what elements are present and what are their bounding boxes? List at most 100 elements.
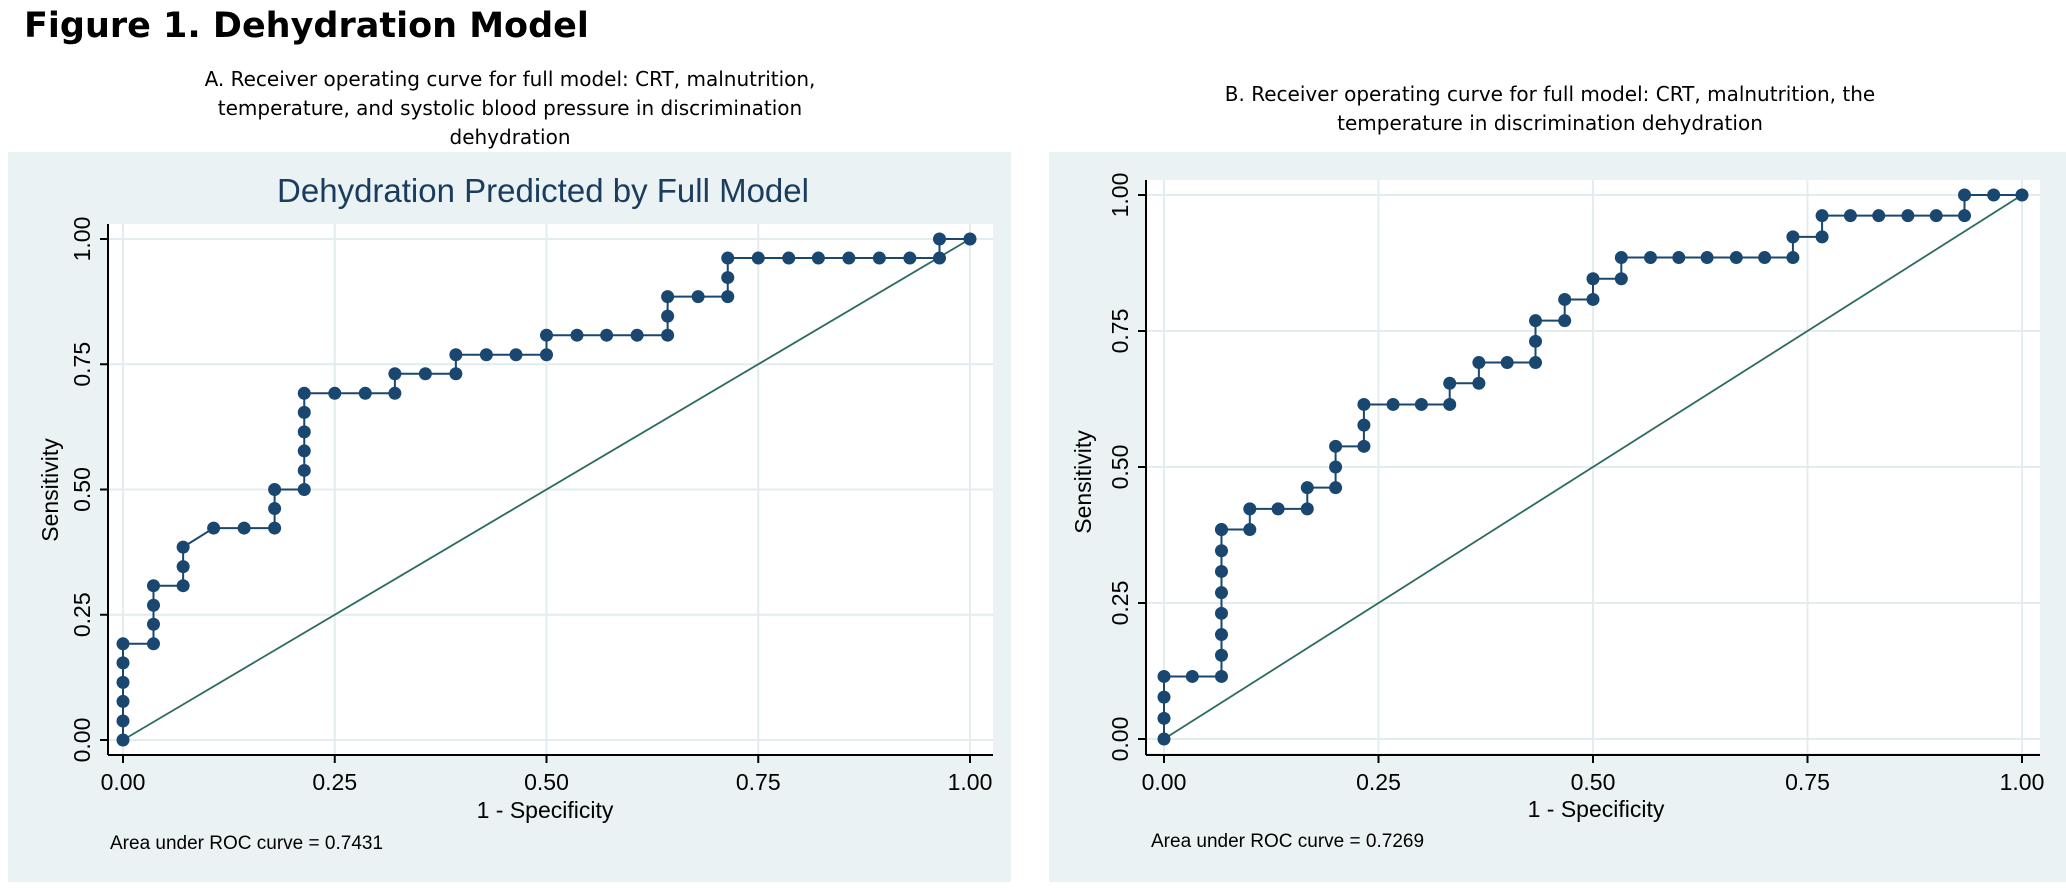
- x-tick-label: 0.25: [312, 769, 357, 795]
- roc-point: [1786, 251, 1800, 265]
- roc-point: [933, 251, 947, 265]
- roc-point: [1214, 586, 1228, 600]
- roc-point: [1472, 356, 1486, 370]
- roc-point: [600, 328, 614, 342]
- roc-point: [1357, 418, 1371, 432]
- roc-point: [721, 251, 735, 265]
- roc-point: [1558, 314, 1572, 328]
- roc-point: [176, 540, 190, 554]
- roc-point: [388, 386, 402, 400]
- roc-point: [268, 483, 282, 496]
- x-tick-label: 0.25: [1356, 769, 1401, 795]
- roc-point: [297, 463, 311, 477]
- roc-point: [1214, 606, 1228, 620]
- roc-point: [268, 521, 282, 535]
- roc-point: [418, 367, 432, 381]
- roc-point: [297, 405, 311, 419]
- roc-point: [1815, 209, 1829, 223]
- roc-point: [116, 637, 130, 651]
- roc-point: [721, 290, 735, 304]
- roc-point: [661, 309, 675, 323]
- roc-point: [782, 251, 796, 265]
- roc-point: [1357, 397, 1371, 411]
- roc-point: [1529, 314, 1543, 328]
- roc-point: [297, 386, 311, 400]
- chart-panel-b: 0.00 0.25 0.50 0.75 1.00 0.00 0.25 0.50 0.75 1.00…: [1049, 152, 2066, 882]
- reference-line: [1163, 194, 2023, 740]
- roc-point: [146, 579, 160, 593]
- roc-point: [1529, 334, 1543, 348]
- y-tick-label: 0.50: [69, 467, 95, 512]
- x-axis-label: 1 - Specificity: [477, 797, 614, 823]
- roc-point: [1300, 481, 1314, 495]
- plot-area: 0.00 0.25 0.50 0.75 1.00 0.00 0.25 0.50 0.75 1.00: [1107, 173, 2044, 795]
- roc-point: [1500, 356, 1514, 370]
- roc-point: [1157, 669, 1171, 683]
- roc-point: [842, 251, 856, 265]
- roc-point: [1214, 523, 1228, 537]
- roc-point: [116, 675, 130, 689]
- roc-point: [328, 386, 342, 400]
- auc-note: Area under ROC curve = 0.7269: [1151, 831, 1424, 852]
- reference-line: [122, 238, 971, 741]
- roc-point: [540, 348, 553, 362]
- roc-point: [963, 232, 977, 246]
- roc-point: [1386, 397, 1400, 411]
- roc-point: [297, 425, 311, 439]
- roc-point: [1929, 209, 1943, 223]
- chart-panel-a: 0.00 0.25 0.50 0.75 1.00 0.00 0.25 0.50 0.75 1.00…: [8, 152, 1011, 882]
- roc-point: [1586, 292, 1600, 306]
- roc-point: [116, 694, 130, 708]
- roc-point: [116, 733, 130, 747]
- roc-point: [1843, 209, 1857, 223]
- roc-point: [176, 579, 190, 593]
- roc-point: [1357, 439, 1371, 453]
- roc-point: [1614, 272, 1628, 286]
- roc-point: [1214, 564, 1228, 578]
- roc-point: [449, 348, 463, 362]
- x-tick-label: 0.50: [1571, 769, 1616, 795]
- roc-point: [1157, 690, 1171, 704]
- roc-point: [207, 521, 221, 535]
- roc-point: [1329, 439, 1343, 453]
- roc-point: [1586, 272, 1600, 286]
- auc-note: Area under ROC curve = 0.7431: [110, 833, 383, 854]
- y-axis-label: Sensitivity: [1070, 430, 1096, 534]
- roc-point: [1157, 711, 1171, 725]
- roc-point: [540, 328, 553, 342]
- roc-point: [1271, 502, 1285, 516]
- roc-point: [570, 328, 584, 342]
- chart-title: Dehydration Predicted by Full Model: [277, 172, 809, 209]
- roc-point: [479, 348, 493, 362]
- roc-point: [1786, 230, 1800, 244]
- roc-point: [388, 367, 402, 381]
- roc-point: [1558, 292, 1572, 306]
- roc-point: [1672, 251, 1686, 265]
- roc-point: [1214, 544, 1228, 558]
- roc-point: [358, 386, 372, 400]
- roc-point: [1443, 376, 1457, 390]
- x-axis-label: 1 - Specificity: [1528, 796, 1665, 822]
- roc-point: [509, 348, 523, 362]
- figure-title: Figure 1. Dehydration Model: [24, 6, 589, 46]
- y-tick-label: 1.00: [1107, 173, 1133, 218]
- roc-point: [1157, 732, 1171, 746]
- roc-point: [1214, 669, 1228, 683]
- roc-point: [721, 271, 735, 285]
- roc-point: [1643, 251, 1657, 265]
- roc-point: [1758, 251, 1772, 265]
- roc-point: [1958, 209, 1972, 223]
- y-tick-label: 0.00: [1107, 717, 1133, 762]
- roc-point: [237, 521, 251, 535]
- x-tick-label: 1.00: [2000, 769, 2045, 795]
- roc-point: [146, 598, 160, 612]
- y-tick-label: 0.50: [1107, 445, 1133, 490]
- y-tick-label: 1.00: [69, 217, 95, 262]
- roc-point: [1815, 230, 1829, 244]
- roc-point: [1614, 251, 1628, 265]
- roc-point: [146, 617, 160, 631]
- roc-point: [1443, 397, 1457, 411]
- roc-point: [1901, 209, 1915, 223]
- roc-point: [2015, 188, 2029, 202]
- roc-point: [1472, 376, 1486, 390]
